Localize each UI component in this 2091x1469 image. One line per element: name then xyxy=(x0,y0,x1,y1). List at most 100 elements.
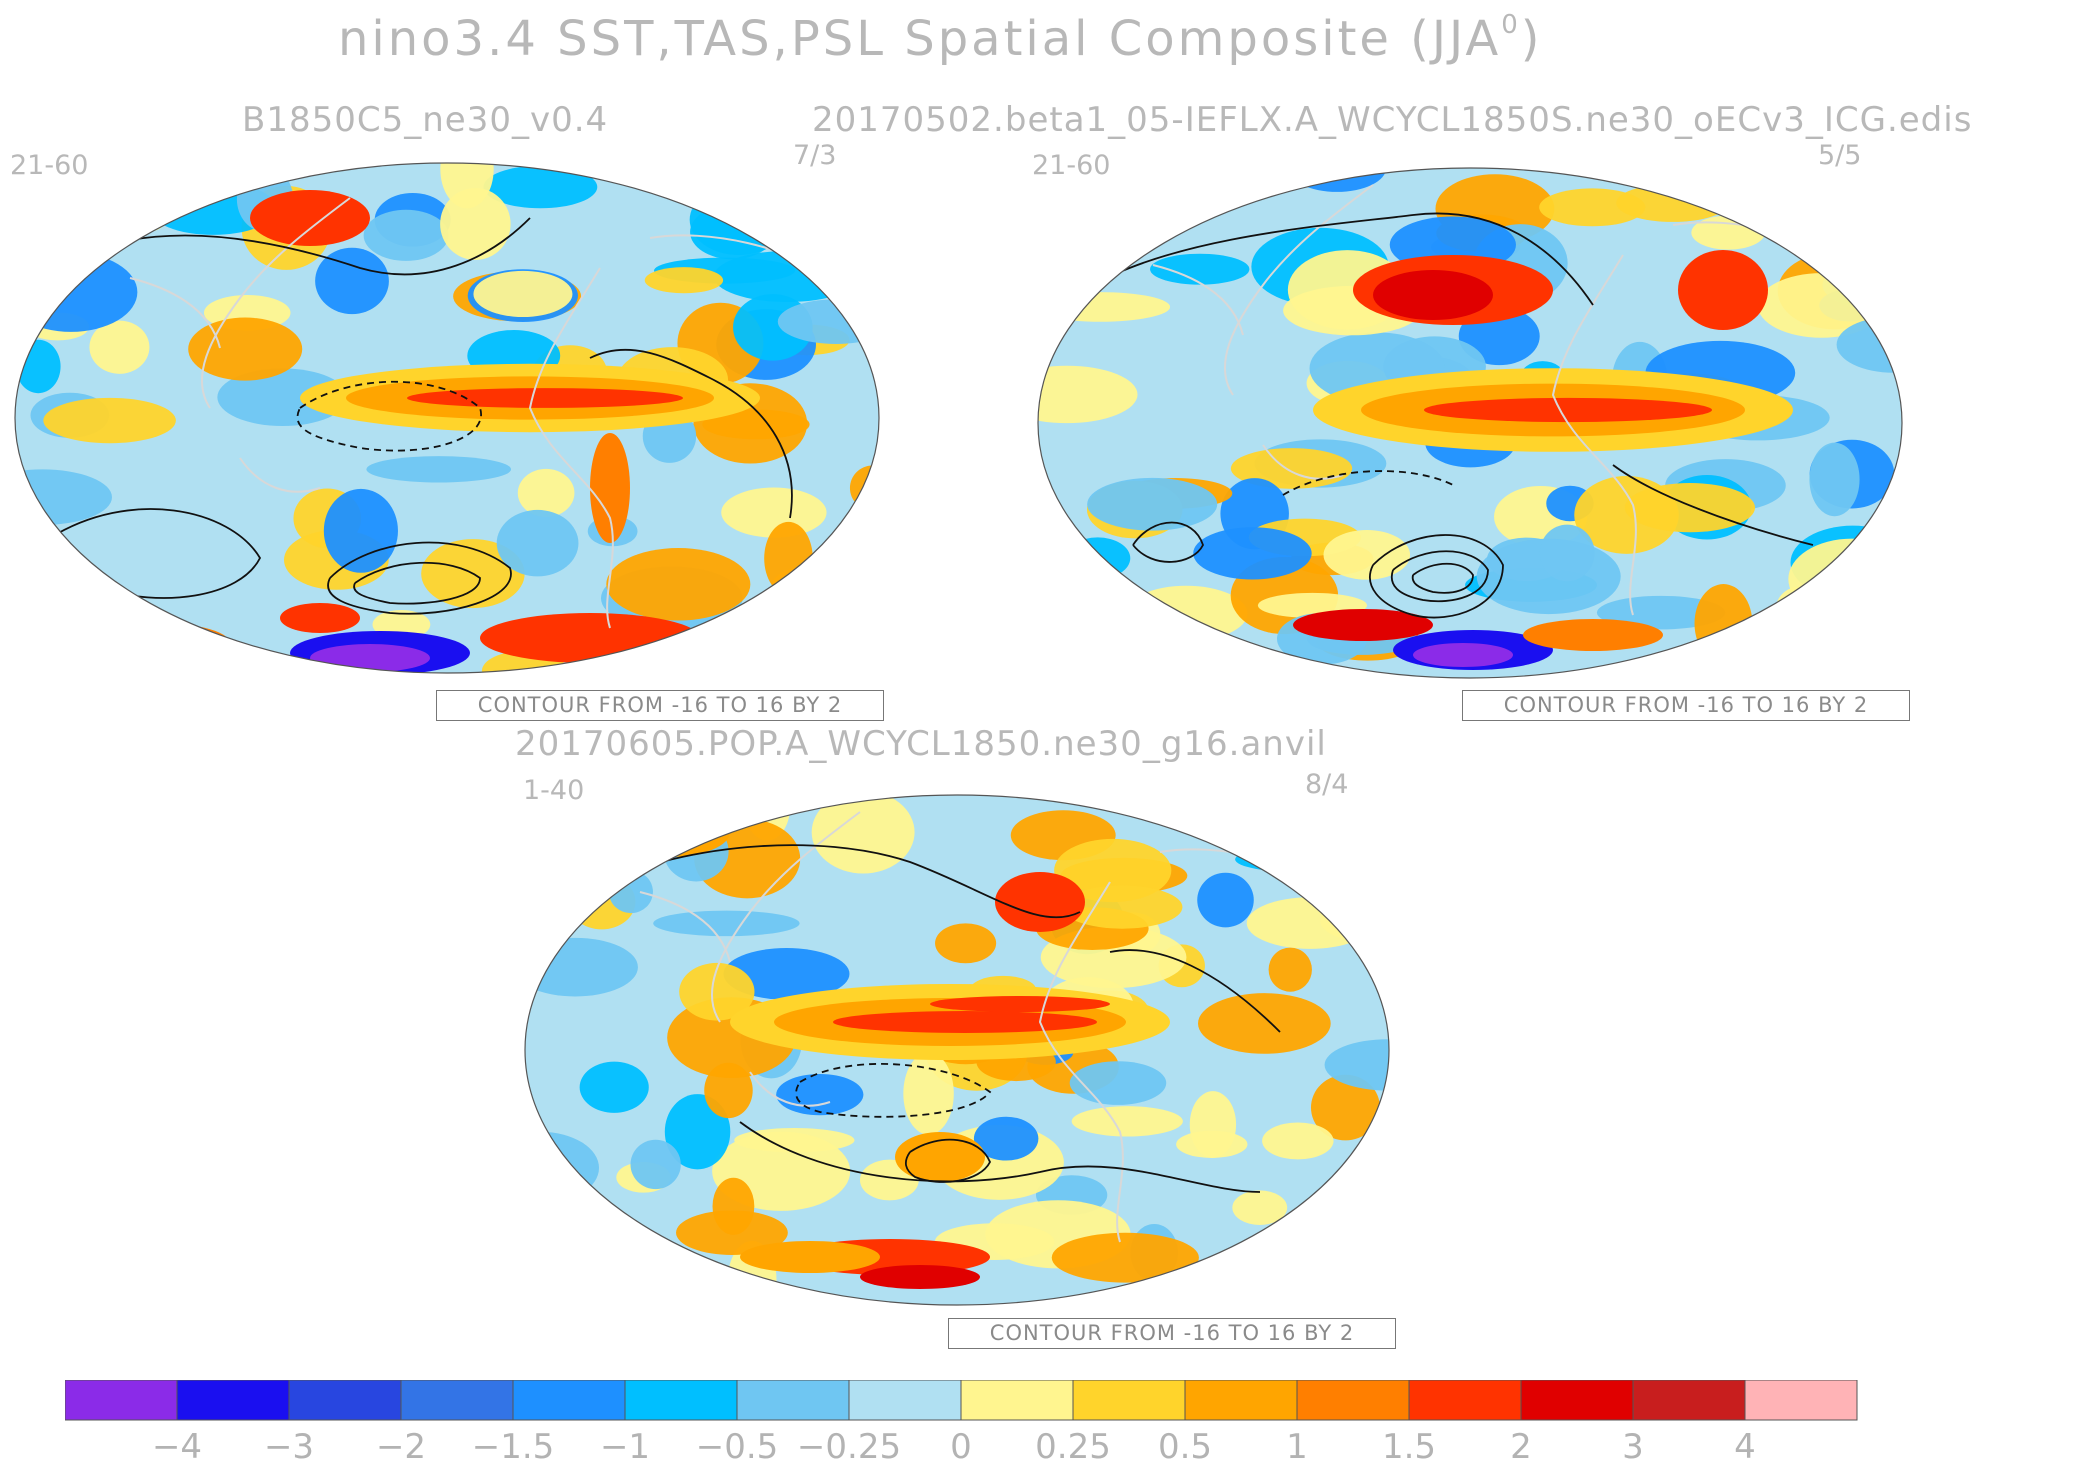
anomaly-patch xyxy=(1268,947,1312,992)
anomaly-patch xyxy=(723,948,850,1000)
anomaly-patch xyxy=(43,397,176,444)
anomaly-patch xyxy=(1323,530,1411,580)
anomaly-patch xyxy=(15,564,81,642)
anomaly-patch xyxy=(1054,838,1172,903)
panel-3-years: 1-40 xyxy=(523,775,585,806)
colorbar-tick-label: 0.5 xyxy=(1158,1427,1212,1465)
psl-contour-positive xyxy=(1411,562,1474,594)
coastline xyxy=(201,197,351,409)
anomaly-patch xyxy=(1176,1130,1248,1158)
colorbar-swatch xyxy=(1072,1380,1186,1421)
coastline xyxy=(749,1071,831,1107)
psl-contour-positive xyxy=(1390,550,1489,603)
anomaly-patch xyxy=(579,1061,649,1113)
psl-contour-positive xyxy=(1092,212,1594,306)
anomaly-patch xyxy=(811,795,915,874)
anomaly-patch xyxy=(833,174,879,218)
colorbar-tick-label: −0.25 xyxy=(797,1427,901,1465)
colorbar-tick-label: −1 xyxy=(600,1427,650,1465)
anomaly-patch xyxy=(1373,270,1493,320)
anomaly-patch xyxy=(1287,1222,1332,1257)
anomaly-patch xyxy=(1678,250,1768,330)
panel-2-years: 21-60 xyxy=(1032,150,1111,181)
anomaly-patch xyxy=(1087,477,1218,531)
anomaly-patch xyxy=(89,320,150,374)
psl-contour-positive xyxy=(589,348,793,519)
anomaly-patch xyxy=(1061,885,1183,929)
map-border xyxy=(14,162,880,674)
colorbar-tick-label: −1.5 xyxy=(472,1427,555,1465)
anomaly-patch xyxy=(765,614,873,640)
anomaly-patch xyxy=(1523,619,1663,651)
anomaly-patch xyxy=(704,1062,753,1119)
map-field xyxy=(1038,168,1902,678)
anomaly-patch xyxy=(1336,868,1389,926)
anomaly-patch xyxy=(764,521,813,595)
anomaly-patch xyxy=(895,1132,985,1182)
colorbar-tick-label: 1.5 xyxy=(1382,1427,1436,1465)
anomaly-patch xyxy=(1193,527,1312,580)
warm-tongue-core xyxy=(833,1011,1097,1033)
map-border xyxy=(524,794,1390,1306)
panel-2-title: 20170502.beta1_05-IEFLX.A_WCYCL1850S.ne3… xyxy=(812,100,1973,140)
coastline xyxy=(639,891,731,963)
panel-3-count: 8/4 xyxy=(1305,769,1349,800)
colorbar-swatch xyxy=(176,1380,290,1421)
coastline xyxy=(1224,184,1374,396)
panel-3-map xyxy=(524,794,1390,1306)
anomaly-patch xyxy=(1124,585,1248,642)
colorbar-swatch xyxy=(624,1380,738,1421)
anomaly-patch xyxy=(1320,901,1389,942)
map-border xyxy=(1037,167,1903,679)
anomaly-patch xyxy=(606,547,751,621)
coastline xyxy=(1551,254,1637,616)
anomaly-patch xyxy=(323,488,398,573)
anomaly-patch xyxy=(1774,586,1823,643)
anomaly-patch xyxy=(1691,215,1766,250)
anomaly-patch xyxy=(849,465,879,511)
anomaly-patch xyxy=(15,216,98,242)
anomaly-patch xyxy=(1310,1074,1380,1141)
anomaly-patch xyxy=(682,795,725,843)
anomaly-patch xyxy=(41,168,135,219)
anomaly-patch xyxy=(1293,609,1433,641)
anomaly-patch xyxy=(517,468,575,518)
coastline xyxy=(239,457,321,493)
anomaly-patch xyxy=(66,163,113,209)
colorbar-swatch xyxy=(1520,1380,1634,1421)
anomaly-patch xyxy=(1413,643,1513,667)
panel-1-title: B1850C5_ne30_v0.4 xyxy=(242,100,609,140)
psl-contour-positive xyxy=(327,541,512,615)
anomaly-patch xyxy=(98,207,166,235)
colorbar-swatch xyxy=(736,1380,850,1421)
psl-contour-positive xyxy=(1369,534,1504,619)
colorbar-swatch xyxy=(848,1380,962,1421)
anomaly-patch xyxy=(1287,168,1387,192)
colorbar-tick-label: −0.5 xyxy=(696,1427,779,1465)
anomaly-patch xyxy=(496,509,579,577)
anomaly-patch xyxy=(108,163,195,212)
anomaly-patch xyxy=(709,646,776,673)
anomaly-patch xyxy=(664,1094,731,1170)
panel-2-map xyxy=(1037,167,1903,679)
anomaly-patch xyxy=(366,456,512,483)
colorbar-swatch xyxy=(1632,1380,1746,1421)
panel-2-contour-note: CONTOUR FROM -16 TO 16 BY 2 xyxy=(1462,690,1910,721)
anomaly-patch xyxy=(1150,253,1250,285)
anomaly-patch xyxy=(1038,582,1113,617)
anomaly-patch xyxy=(653,910,800,937)
anomaly-patch xyxy=(315,247,389,315)
anomaly-patch xyxy=(995,872,1085,932)
colorbar-swatch xyxy=(1408,1380,1522,1421)
anomaly-patch xyxy=(1262,1122,1334,1160)
anomaly-patch xyxy=(525,1179,581,1244)
anomaly-patch xyxy=(1038,292,1171,322)
anomaly-patch xyxy=(608,870,653,914)
anomaly-patch xyxy=(120,171,205,199)
anomaly-patch xyxy=(1596,595,1726,630)
anomaly-patch xyxy=(15,339,61,394)
anomaly-patch xyxy=(590,433,630,543)
anomaly-patch xyxy=(363,209,449,261)
anomaly-patch xyxy=(903,1052,954,1135)
anomaly-patch xyxy=(1624,483,1756,533)
